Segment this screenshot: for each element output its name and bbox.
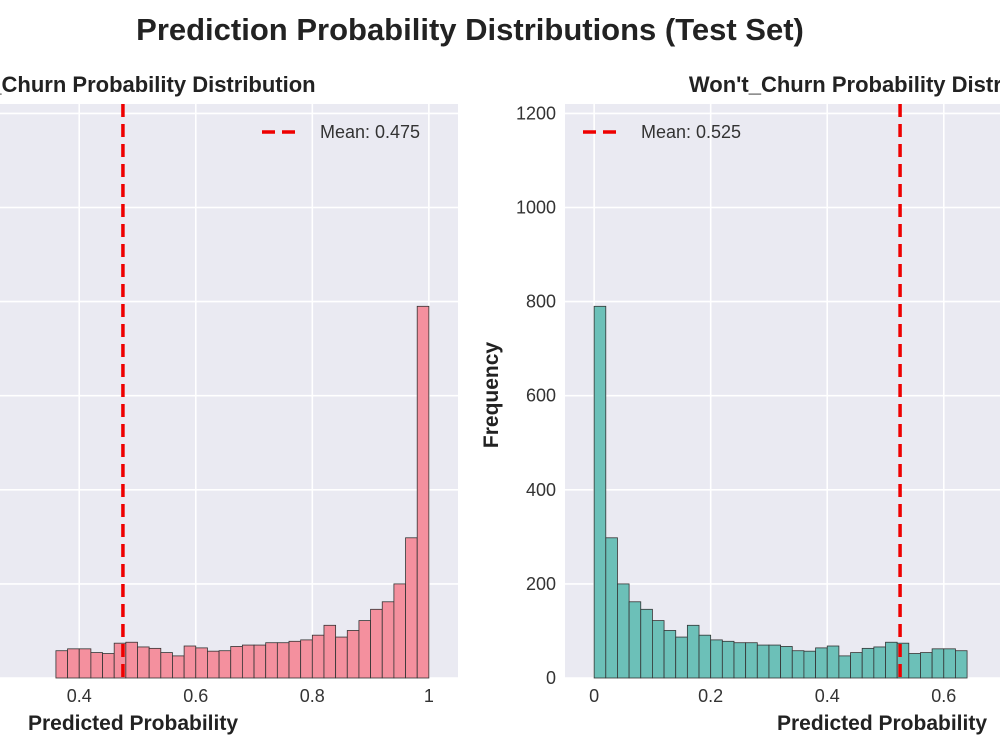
histogram-bar: [405, 537, 418, 679]
histogram-bar: [311, 634, 325, 679]
subplot-title: Won't_Churn Probability Distribution: [689, 72, 1000, 97]
histogram-bar: [78, 648, 92, 679]
y-tick-label: 200: [526, 574, 556, 594]
histogram-bar: [241, 644, 255, 679]
legend-label: Mean: 0.475: [320, 122, 420, 142]
histogram-bar: [358, 620, 371, 679]
legend: Mean: 0.475: [262, 122, 420, 142]
histogram-bar: [230, 646, 243, 679]
histogram-bar: [955, 650, 968, 679]
histogram-bar: [686, 624, 700, 679]
histogram-bar: [943, 648, 956, 679]
x-tick-label: 0.2: [698, 686, 723, 706]
histogram-panel-will-churn: 00.20.40.60.81 Will_Churn Probability Di…: [0, 72, 458, 735]
histogram-bar: [160, 652, 173, 679]
histogram-bar: [733, 642, 747, 679]
histogram-bar: [393, 583, 406, 679]
x-tick-labels: 00.20.40.60.81: [589, 686, 956, 706]
subplot-title: Will_Churn Probability Distribution: [0, 72, 316, 97]
x-tick-label: 0.6: [931, 686, 956, 706]
histogram-bar: [861, 647, 875, 679]
histogram-bar: [640, 608, 653, 679]
histogram-bar: [617, 583, 630, 679]
y-tick-label: 400: [526, 480, 556, 500]
histogram-bar: [908, 653, 921, 679]
histogram-bar: [780, 646, 793, 679]
histogram-bar: [207, 650, 220, 679]
histogram-bar: [346, 630, 360, 679]
histogram-bar: [137, 646, 150, 679]
histogram-bar: [885, 641, 898, 679]
histogram-bar: [381, 601, 395, 679]
histogram-bar: [675, 636, 688, 679]
x-tick-label: 1: [424, 686, 434, 706]
plot-area-background: [0, 104, 458, 678]
x-tick-label: 0.4: [67, 686, 92, 706]
gridlines: [0, 104, 458, 679]
histogram-bar: [826, 645, 840, 679]
histogram-bar: [218, 650, 232, 679]
y-tick-label: 0: [546, 668, 556, 688]
histogram-bar: [323, 624, 337, 679]
histogram-bar: [850, 652, 863, 679]
histogram-bar: [370, 608, 383, 679]
histogram-bar: [593, 305, 607, 679]
histogram-bar: [803, 650, 816, 679]
x-axis-label: Predicted Probability: [777, 712, 987, 735]
histogram-bar: [90, 652, 103, 679]
histogram-bar: [721, 640, 735, 679]
y-tick-label: 800: [526, 292, 556, 312]
histogram-bar: [745, 642, 758, 679]
histogram-bar: [195, 647, 208, 679]
histogram-bar: [768, 644, 782, 679]
y-tick-labels: 0 200 400 600 800 1000 1200: [516, 103, 556, 688]
histogram-bar: [605, 537, 618, 679]
histogram-bar: [148, 647, 162, 679]
legend-label: Mean: 0.525: [641, 122, 741, 142]
histogram-bar: [67, 648, 80, 679]
histogram-bar: [125, 641, 138, 679]
histogram-bar: [815, 647, 828, 679]
y-tick-label: 1000: [516, 198, 556, 218]
y-tick-label: 600: [526, 386, 556, 406]
histogram-bar: [698, 634, 712, 679]
histogram-bar: [710, 639, 723, 679]
histogram-bar: [300, 639, 313, 679]
x-tick-label: 0: [589, 686, 599, 706]
y-tick-label: 1200: [516, 103, 556, 123]
histogram-bar: [838, 655, 851, 679]
histogram-bar: [276, 642, 290, 679]
histogram-bar: [416, 305, 430, 679]
histogram-bar: [931, 648, 945, 679]
histogram-bar: [102, 653, 115, 679]
y-axis-label: Frequency: [480, 342, 503, 449]
histogram-bar: [652, 620, 665, 679]
x-tick-label: 0.8: [300, 686, 325, 706]
histogram-bars: [593, 305, 968, 679]
histogram-bar: [663, 630, 677, 679]
histogram-bar: [183, 645, 197, 679]
histogram-bar: [172, 655, 185, 679]
x-axis-label: Predicted Probability: [28, 712, 238, 735]
x-tick-label: 0.6: [183, 686, 208, 706]
histogram-bar: [791, 650, 805, 679]
x-tick-label: 0.4: [815, 686, 840, 706]
histogram-bar: [920, 652, 933, 679]
histogram-bar: [756, 644, 770, 679]
histogram-bar: [265, 642, 278, 679]
histogram-bar: [873, 646, 886, 679]
histogram-bars: [55, 305, 430, 679]
histogram-bar: [288, 640, 302, 679]
figure-title: Prediction Probability Distributions (Te…: [136, 12, 804, 47]
histogram-bar: [253, 644, 267, 679]
plot-area-background: [565, 104, 1000, 678]
histogram-bar: [335, 636, 348, 679]
histogram-bar: [55, 650, 68, 679]
x-tick-labels: 00.20.40.60.81: [67, 686, 434, 706]
legend: Mean: 0.525: [583, 122, 741, 142]
histogram-bar: [628, 601, 642, 679]
